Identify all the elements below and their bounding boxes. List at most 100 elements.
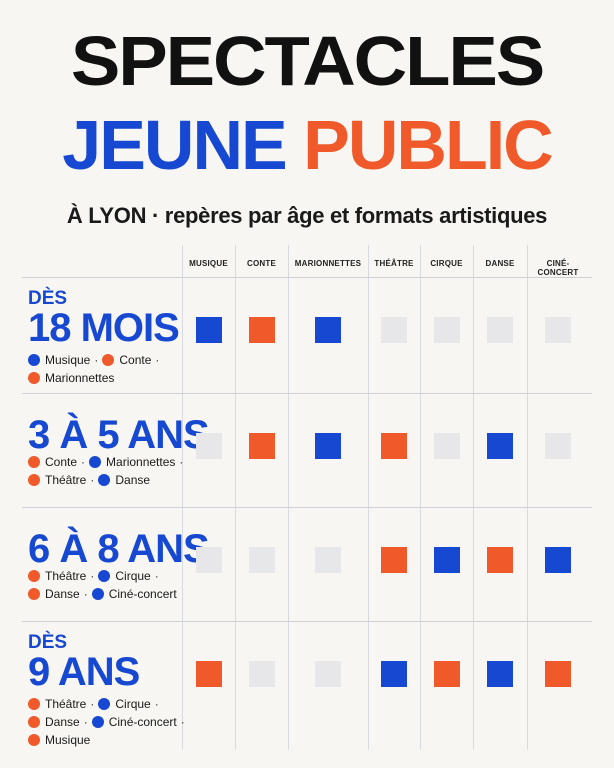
title-line-2: JEUNE PUBLIC <box>0 110 614 180</box>
title-line-1: SPECTACLES <box>70 22 545 100</box>
legend-line: Théâtre · Cirque · <box>28 695 189 713</box>
column-divider <box>420 245 421 750</box>
cell-ciné-concert-blue <box>545 547 571 573</box>
cell-cirque-empty <box>433 317 460 343</box>
column-header: CIRQUE <box>430 259 463 268</box>
subtitle: À LYON · repères par âge et formats arti… <box>66 203 548 228</box>
row-divider <box>22 507 592 508</box>
cell-marionnettes-empty <box>315 661 341 687</box>
legend-label: Musique <box>45 353 91 367</box>
legend-line: Théâtre · Danse <box>28 471 187 489</box>
age-label-main: 9 ANS <box>28 650 140 694</box>
row-divider <box>22 277 592 278</box>
legend-dot-icon <box>28 570 40 582</box>
legend-line: Musique · Conte · <box>28 351 163 369</box>
age-label: 3 À 5 ANS <box>28 415 210 455</box>
column-header: THÉÂTRE <box>374 259 414 268</box>
cell-marionnettes-blue <box>315 317 341 343</box>
cell-conte-empty <box>248 661 275 687</box>
legend-separator: · <box>154 569 159 583</box>
legend-separator: · <box>81 455 86 469</box>
legend-label: Théâtre <box>45 473 87 487</box>
legend-dot-icon <box>91 588 104 600</box>
cell-danse-blue <box>487 433 513 459</box>
legend-dot-icon <box>28 474 40 486</box>
cell-conte-empty <box>248 547 275 573</box>
format-legend: Théâtre · Cirque · Danse · Ciné-concert <box>28 567 177 603</box>
format-legend: Musique · Conte · Marionnettes <box>28 351 163 387</box>
legend-label: Musique <box>45 733 91 747</box>
column-divider <box>182 245 183 750</box>
format-legend: Théâtre · Cirque · Danse · Ciné-concert · Musiqu… <box>28 695 189 749</box>
legend-dot-icon <box>98 570 111 582</box>
legend-line: Conte · Marionnettes · <box>28 453 187 471</box>
cell-marionnettes-blue <box>315 433 341 459</box>
legend-label: Conte <box>119 353 152 367</box>
cell-musique-blue <box>195 317 222 343</box>
column-header: CONTE <box>247 259 276 268</box>
age-label-main: 6 À 8 ANS <box>28 527 210 571</box>
cell-cirque-orange <box>433 661 460 687</box>
legend-separator: · <box>90 473 95 487</box>
row-divider <box>22 393 592 394</box>
legend-separator: · <box>155 353 160 367</box>
legend-dot-icon <box>98 698 111 710</box>
legend-label: Théâtre <box>45 697 87 711</box>
legend-dot-icon <box>28 698 40 710</box>
column-header: CINÉ-CONCERT <box>537 259 579 277</box>
legend-separator: · <box>83 715 88 729</box>
cell-théâtre-blue <box>381 661 407 687</box>
legend-separator: · <box>180 715 185 729</box>
cell-cirque-empty <box>433 433 460 459</box>
title-word-public: PUBLIC <box>303 106 554 184</box>
legend-separator: · <box>83 587 88 601</box>
title-word-jeune: JEUNE <box>62 106 287 184</box>
legend-label: Marionnettes <box>106 455 176 469</box>
cell-danse-empty <box>487 317 513 343</box>
cell-conte-orange <box>248 433 275 459</box>
legend-label: Conte <box>45 455 78 469</box>
cell-ciné-concert-empty <box>545 433 571 459</box>
legend-dot-icon <box>98 474 111 486</box>
cell-danse-blue <box>487 661 513 687</box>
column-divider <box>527 245 528 750</box>
cell-marionnettes-empty <box>315 547 341 573</box>
legend-label: Danse <box>45 715 80 729</box>
column-header: MUSIQUE <box>189 259 228 268</box>
age-format-grid: MUSIQUE CONTE MARIONNETTES THÉÂTRE CIRQUE DAN… <box>22 245 614 750</box>
legend-dot-icon <box>28 372 40 384</box>
column-divider <box>235 245 236 750</box>
cell-théâtre-empty <box>381 317 407 343</box>
column-header: DANSE <box>485 259 515 268</box>
legend-label: Ciné-concert <box>108 715 177 729</box>
cell-cirque-blue <box>433 547 460 573</box>
column-divider <box>368 245 369 750</box>
cell-ciné-concert-empty <box>545 317 571 343</box>
legend-line: Musique <box>28 731 189 749</box>
legend-dot-icon <box>28 354 40 366</box>
cell-conte-orange <box>248 317 275 343</box>
legend-label: Danse <box>115 473 151 487</box>
legend-dot-icon <box>89 456 102 468</box>
legend-dot-icon <box>28 734 40 746</box>
age-label: 6 À 8 ANS <box>28 527 210 571</box>
legend-separator: · <box>94 353 99 367</box>
legend-label: Théâtre <box>45 569 87 583</box>
legend-separator: · <box>90 697 95 711</box>
row-divider <box>22 621 592 622</box>
age-label-main: 18 MOIS <box>28 306 180 350</box>
legend-line: Théâtre · Cirque · <box>28 567 177 585</box>
format-legend: Conte · Marionnettes · Théâtre · Danse <box>28 453 187 489</box>
cell-théâtre-orange <box>381 547 407 573</box>
cell-danse-orange <box>487 547 513 573</box>
legend-label: Ciné-concert <box>108 587 177 601</box>
legend-label: Marionnettes <box>45 371 115 385</box>
legend-line: Marionnettes <box>28 369 163 387</box>
cell-théâtre-orange <box>381 433 407 459</box>
legend-dot-icon <box>91 716 104 728</box>
legend-label: Cirque <box>115 697 151 711</box>
legend-label: Cirque <box>115 569 151 583</box>
cell-musique-empty <box>195 547 222 573</box>
age-label: DÈS 18 MOIS <box>28 289 180 350</box>
cell-ciné-concert-orange <box>545 661 571 687</box>
